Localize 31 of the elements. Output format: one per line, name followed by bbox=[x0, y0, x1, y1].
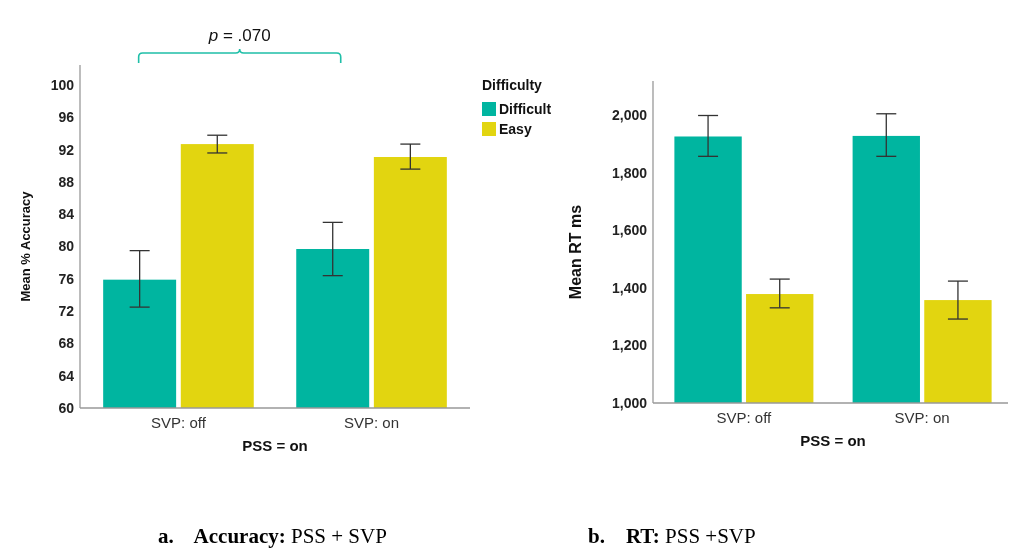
y-tick-label: 100 bbox=[50, 77, 75, 94]
x-tick-label: SVP: off bbox=[151, 414, 207, 431]
y-tick-label: 80 bbox=[58, 238, 75, 255]
y-tick-label: 60 bbox=[58, 399, 75, 416]
y-tick-label: 88 bbox=[58, 173, 75, 190]
y-tick-label: 1,200 bbox=[611, 337, 648, 354]
x-tick-label: SVP: on bbox=[894, 409, 950, 426]
y-axis-title: Mean % Accuracy bbox=[18, 190, 33, 302]
y-tick-label: 84 bbox=[58, 206, 75, 223]
text: p = .070 bbox=[207, 26, 271, 45]
x-axis-title: PSS = on bbox=[242, 437, 308, 454]
y-tick-label: 76 bbox=[58, 270, 75, 287]
text: b. RT: PSS +SVP bbox=[588, 524, 756, 548]
y-tick-label: 2,000 bbox=[611, 107, 648, 124]
text: a. Accuracy: PSS + SVP bbox=[158, 524, 387, 548]
y-tick-label: 64 bbox=[58, 367, 75, 384]
x-tick-label: SVP: off bbox=[716, 409, 773, 426]
legend-label: Easy bbox=[499, 121, 532, 137]
y-axis-title: Mean RT ms bbox=[567, 204, 584, 300]
y-tick-label: 96 bbox=[58, 109, 75, 126]
legend-label: Difficult bbox=[499, 101, 552, 117]
x-tick-label: SVP: on bbox=[344, 414, 400, 431]
y-tick-label: 1,000 bbox=[611, 394, 648, 411]
y-tick-label: 92 bbox=[58, 141, 75, 158]
y-tick-label: 68 bbox=[58, 335, 75, 352]
y-tick-label: 1,600 bbox=[611, 222, 648, 239]
y-tick-label: 1,400 bbox=[611, 279, 648, 296]
x-axis-title: PSS = on bbox=[800, 432, 866, 449]
y-tick-label: 1,800 bbox=[611, 164, 648, 181]
legend-title: Difficulty bbox=[482, 77, 543, 93]
y-tick-label: 72 bbox=[58, 303, 75, 320]
